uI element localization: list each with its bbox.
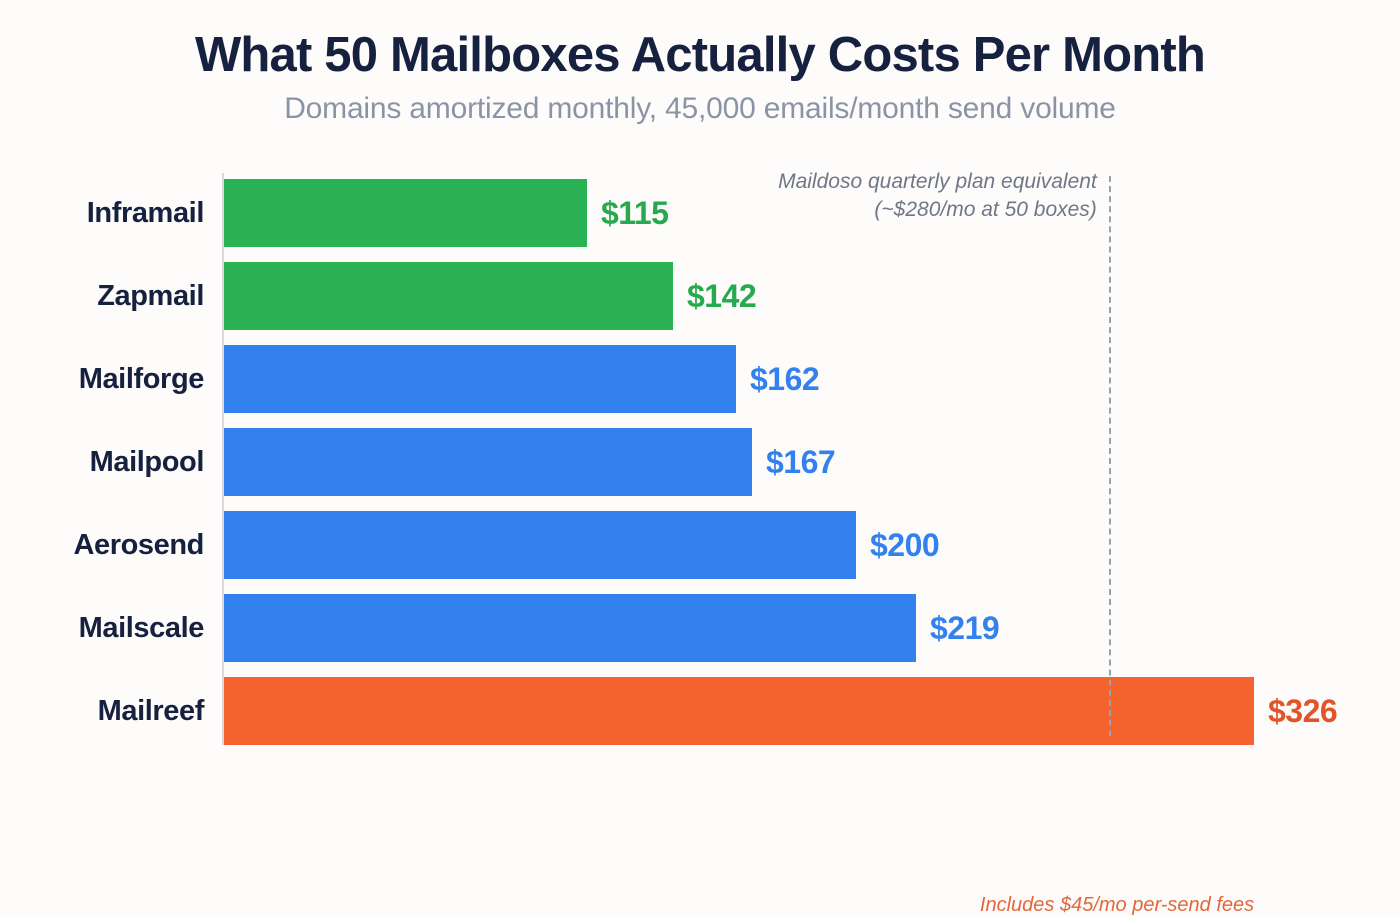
bar-value-label: $326 [1268,692,1338,729]
chart-title: What 50 Mailboxes Actually Costs Per Mon… [194,28,1206,82]
bar-category-label: Mailforge [78,362,205,395]
bar-chart: What 50 Mailboxes Actually Costs Per Mon… [0,28,1400,916]
reference-line-note: Maildoso quarterly plan equivalent (~$28… [729,168,1097,223]
chart-subtitle: Domains amortized monthly, 45,000 emails… [284,91,1116,125]
bar[interactable] [224,511,856,579]
bar[interactable] [224,594,916,662]
bar-value-label: $115 [601,194,669,231]
title-block: What 50 Mailboxes Actually Costs Per Mon… [0,28,1400,127]
bar-row: Zapmail $142 [0,262,1400,330]
bar[interactable] [224,428,752,496]
bar-row: Mailpool $167 [0,428,1400,496]
bar-value-label: $167 [766,443,836,480]
reference-line [1108,176,1111,736]
footnote-per-send-fees: Includes $45/mo per-send fees [979,894,1255,916]
bar-row: Mailscale $219 [0,594,1400,662]
bar-value-label: $162 [750,360,820,397]
bar[interactable] [224,179,587,247]
bar-row: Aerosend $200 [0,511,1400,579]
bar-category-label: Mailscale [78,611,205,644]
reference-note-line-1: Maildoso quarterly plan equivalent [778,170,1097,193]
bar[interactable] [224,345,736,413]
bar-category-label: Inframail [86,196,205,229]
bar-row: Mailreef $326 [0,677,1400,745]
bar-row: Mailforge $162 [0,345,1400,413]
bar-value-label: $219 [930,609,1000,646]
plot-area: Inframail $115 Zapmail $142 Mailforge $162 Mai… [0,168,1400,916]
bar[interactable] [224,262,673,330]
reference-note-line-2: (~$280/mo at 50 boxes) [874,197,1097,221]
bar-category-label: Mailreef [97,694,205,727]
bar-row: Inframail $115 [0,179,1400,247]
bar-category-label: Zapmail [97,279,204,312]
bar[interactable] [224,677,1254,745]
bar-category-label: Aerosend [73,528,204,561]
bar-value-label: $142 [687,277,757,314]
bar-rows: Inframail $115 Zapmail $142 Mailforge $162 Mai… [0,168,1400,748]
bar-category-label: Mailpool [89,445,205,478]
bar-value-label: $200 [870,526,940,563]
y-axis-line [222,173,224,745]
